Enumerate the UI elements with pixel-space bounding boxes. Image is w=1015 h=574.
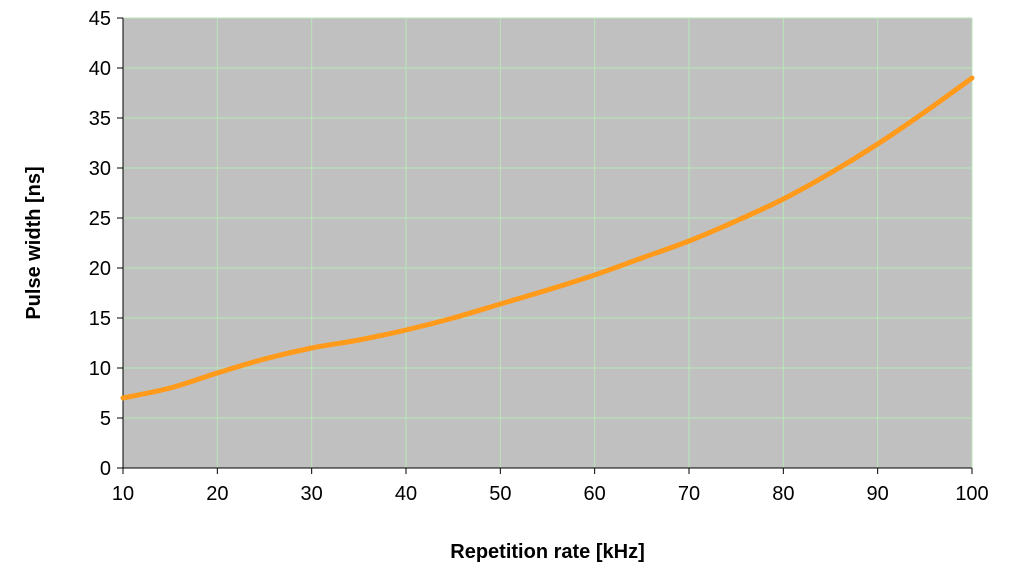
x-tick-label: 10 xyxy=(112,483,134,505)
series-layer xyxy=(120,75,975,401)
y-tick-label: 30 xyxy=(89,158,111,180)
axes xyxy=(117,17,973,474)
y-tick-label: 25 xyxy=(89,208,111,230)
series-line xyxy=(120,75,975,401)
y-tick-label: 5 xyxy=(100,408,111,430)
x-tick-label: 90 xyxy=(867,483,889,505)
grid-lines xyxy=(123,17,973,468)
y-tick-label: 15 xyxy=(89,308,111,330)
x-tick-label: 40 xyxy=(395,483,417,505)
y-tick-label: 45 xyxy=(89,8,111,30)
x-tick-label: 100 xyxy=(955,483,988,505)
x-tick-label: 80 xyxy=(772,483,794,505)
y-tick-label: 35 xyxy=(89,108,111,130)
y-tick-label: 0 xyxy=(100,458,111,480)
y-axis-title: Pulse width [ns] xyxy=(23,166,45,319)
x-tick-label: 70 xyxy=(678,483,700,505)
tick-labels: 0 5 10 15 20 25 30 35 40 45 10 20 30 40 50 60 70 80 90 100 xyxy=(89,8,989,505)
y-tick-label: 20 xyxy=(89,258,111,280)
x-tick-label: 30 xyxy=(301,483,323,505)
y-tick-label: 10 xyxy=(89,358,111,380)
x-axis-title: Repetition rate [kHz] xyxy=(450,541,644,563)
x-tick-label: 20 xyxy=(206,483,228,505)
plot-area xyxy=(123,18,972,468)
x-tick-label: 60 xyxy=(584,483,606,505)
y-tick-label: 40 xyxy=(89,58,111,80)
x-tick-label: 50 xyxy=(489,483,511,505)
